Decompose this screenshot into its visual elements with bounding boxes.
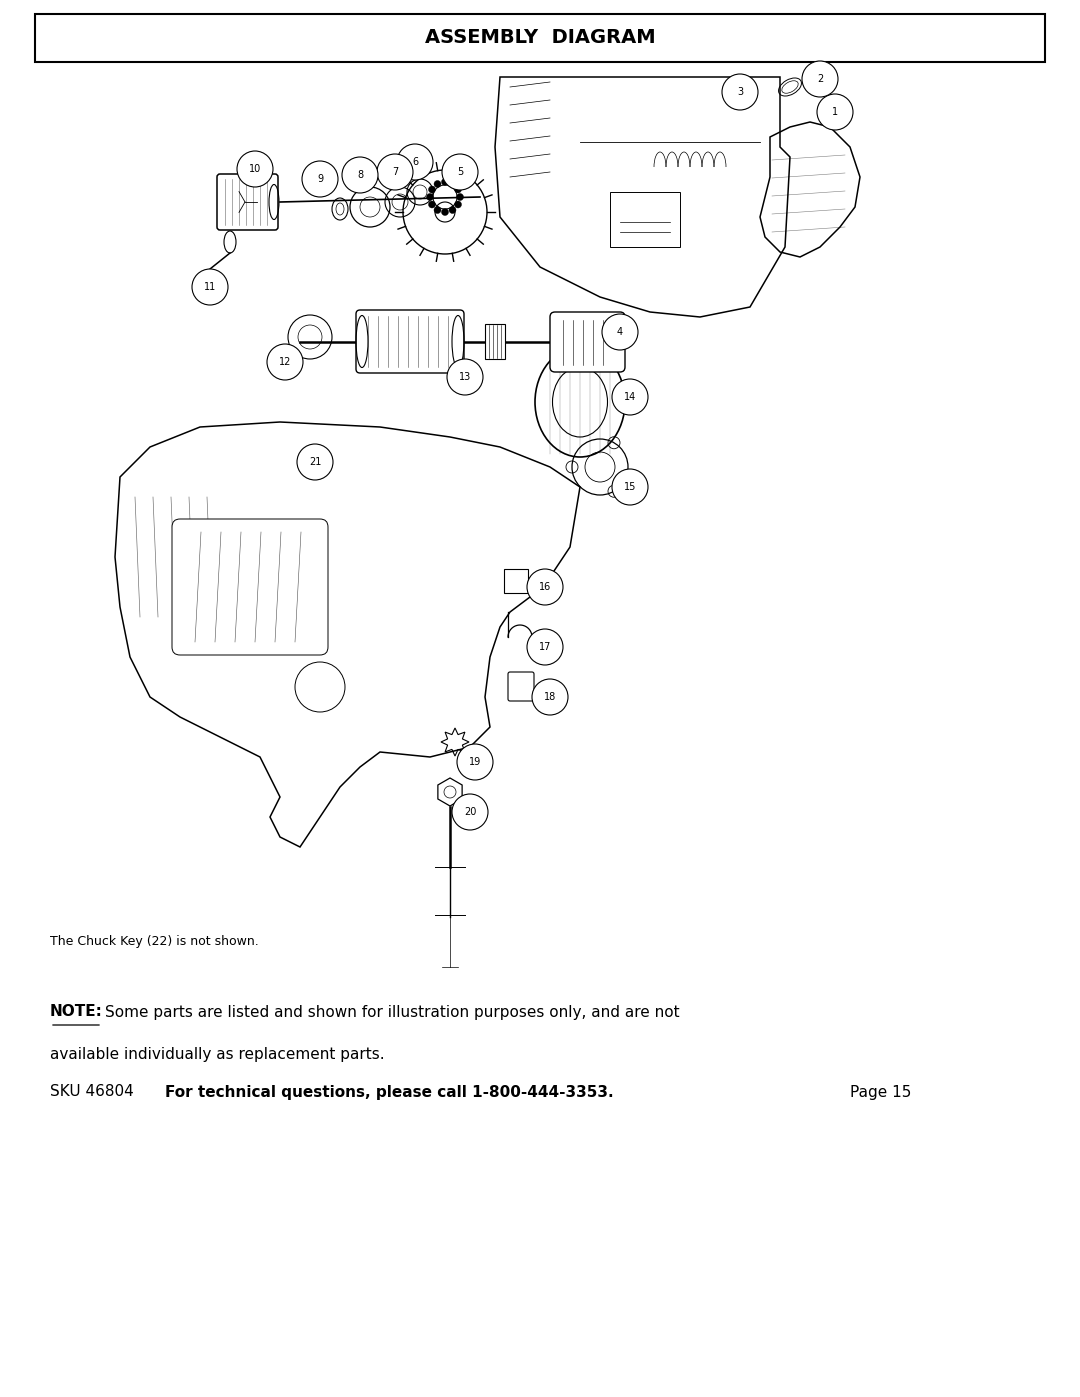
Text: 19: 19: [469, 757, 481, 767]
FancyBboxPatch shape: [35, 14, 1045, 61]
FancyBboxPatch shape: [356, 310, 464, 373]
Circle shape: [342, 156, 378, 193]
Circle shape: [429, 201, 435, 208]
Circle shape: [429, 186, 435, 193]
Circle shape: [442, 179, 448, 186]
FancyBboxPatch shape: [217, 175, 278, 231]
Text: 17: 17: [539, 643, 551, 652]
Circle shape: [455, 201, 461, 208]
Text: 16: 16: [539, 583, 551, 592]
Text: 6: 6: [411, 156, 418, 168]
Text: 10: 10: [248, 163, 261, 175]
Circle shape: [457, 194, 463, 201]
Text: 13: 13: [459, 372, 471, 381]
Circle shape: [449, 207, 456, 214]
Text: 2: 2: [816, 74, 823, 84]
Circle shape: [237, 151, 273, 187]
Circle shape: [434, 207, 441, 214]
Text: 11: 11: [204, 282, 216, 292]
Circle shape: [192, 270, 228, 305]
Text: 21: 21: [309, 457, 321, 467]
Text: available individually as replacement parts.: available individually as replacement pa…: [50, 1046, 384, 1062]
Text: Some parts are listed and shown for illustration purposes only, and are not: Some parts are listed and shown for illu…: [105, 1004, 679, 1020]
Circle shape: [816, 94, 853, 130]
Circle shape: [449, 180, 456, 187]
Circle shape: [442, 208, 448, 215]
FancyBboxPatch shape: [172, 520, 328, 655]
Text: The Chuck Key (22) is not shown.: The Chuck Key (22) is not shown.: [50, 936, 259, 949]
Text: 18: 18: [544, 692, 556, 703]
Text: 4: 4: [617, 327, 623, 337]
Circle shape: [532, 679, 568, 715]
Text: 14: 14: [624, 393, 636, 402]
Text: 5: 5: [457, 168, 463, 177]
Text: ASSEMBLY  DIAGRAM: ASSEMBLY DIAGRAM: [424, 28, 656, 47]
Circle shape: [723, 74, 758, 110]
Circle shape: [397, 144, 433, 180]
Circle shape: [612, 379, 648, 415]
Circle shape: [447, 359, 483, 395]
Text: 9: 9: [316, 175, 323, 184]
FancyBboxPatch shape: [508, 672, 534, 701]
Circle shape: [527, 569, 563, 605]
Text: 12: 12: [279, 358, 292, 367]
Circle shape: [442, 154, 478, 190]
Circle shape: [457, 745, 492, 780]
Text: 1: 1: [832, 108, 838, 117]
Text: 7: 7: [392, 168, 399, 177]
Circle shape: [527, 629, 563, 665]
Text: 3: 3: [737, 87, 743, 96]
Text: 15: 15: [624, 482, 636, 492]
Text: 8: 8: [356, 170, 363, 180]
Circle shape: [434, 180, 441, 187]
Circle shape: [297, 444, 333, 481]
Circle shape: [427, 194, 433, 201]
Text: For technical questions, please call 1-800-444-3353.: For technical questions, please call 1-8…: [165, 1084, 613, 1099]
FancyBboxPatch shape: [485, 324, 505, 359]
Circle shape: [612, 469, 648, 504]
Text: SKU 46804: SKU 46804: [50, 1084, 134, 1099]
Circle shape: [453, 793, 488, 830]
Circle shape: [267, 344, 303, 380]
FancyBboxPatch shape: [504, 569, 528, 592]
Circle shape: [602, 314, 638, 351]
Circle shape: [377, 154, 413, 190]
Text: NOTE:: NOTE:: [50, 1004, 103, 1020]
Circle shape: [455, 186, 461, 193]
Text: 20: 20: [463, 807, 476, 817]
Text: Page 15: Page 15: [850, 1084, 912, 1099]
FancyBboxPatch shape: [550, 312, 625, 372]
Circle shape: [302, 161, 338, 197]
FancyBboxPatch shape: [610, 191, 680, 247]
Circle shape: [802, 61, 838, 96]
